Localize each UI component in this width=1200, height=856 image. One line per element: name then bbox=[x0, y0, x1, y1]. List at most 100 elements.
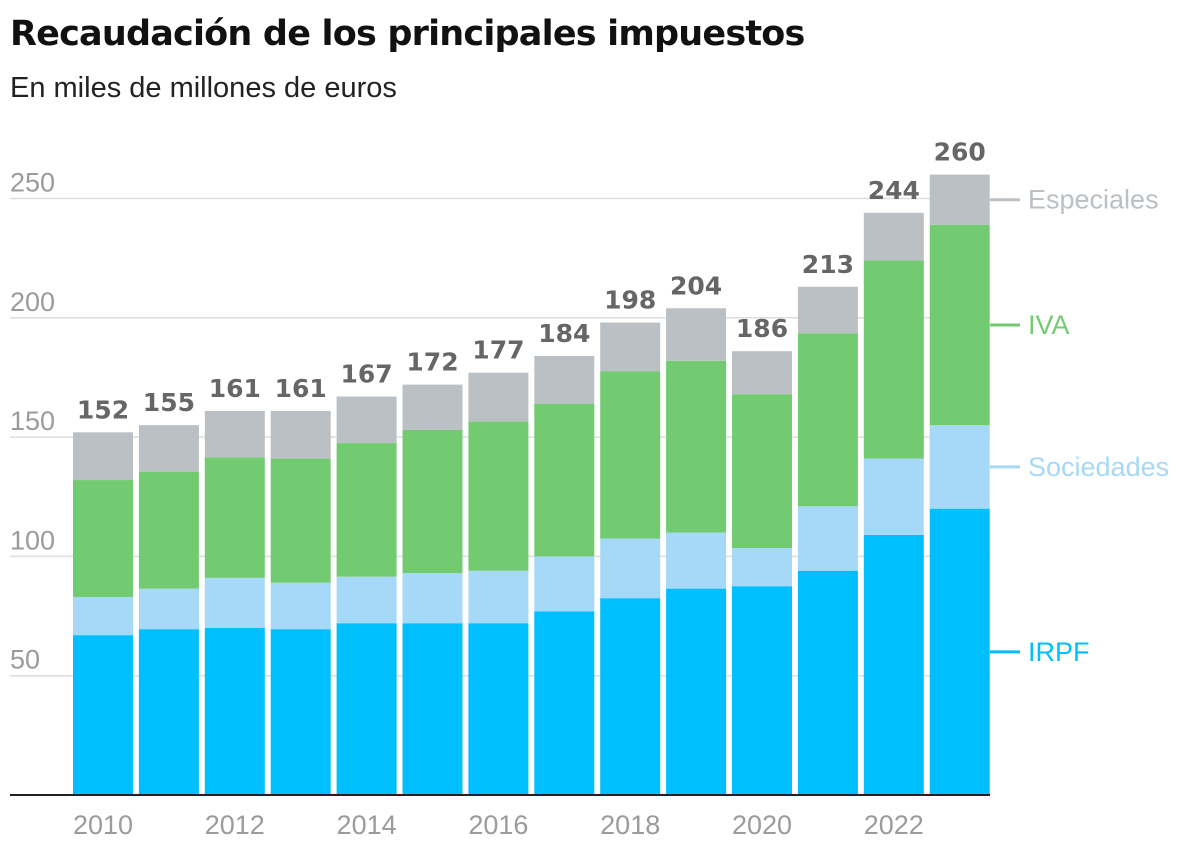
legend-label: IVA bbox=[1028, 310, 1070, 340]
bar-especiales-2010 bbox=[73, 432, 133, 481]
bar-sociedades-2017 bbox=[534, 556, 595, 612]
bar-iva-2020 bbox=[732, 394, 792, 549]
total-label-2017: 184 bbox=[538, 319, 590, 348]
total-label-2016: 177 bbox=[472, 336, 524, 365]
bar-sociedades-2023 bbox=[929, 425, 990, 509]
bar-iva-2010 bbox=[73, 480, 133, 597]
bar-irpf-2022 bbox=[863, 534, 924, 795]
bar-iva-2013 bbox=[270, 458, 331, 583]
bar-sociedades-2015 bbox=[402, 573, 463, 624]
bar-group-2017 bbox=[534, 355, 595, 795]
total-label-2013: 161 bbox=[275, 374, 327, 403]
bar-iva-2015 bbox=[402, 429, 463, 574]
bar-sociedades-2014 bbox=[336, 576, 397, 624]
bar-especiales-2020 bbox=[732, 351, 792, 395]
bar-iva-2012 bbox=[204, 457, 265, 578]
x-axis-ticks: 2010 2012 2014 2016 2018 2020 2022 bbox=[73, 810, 924, 840]
bar-irpf-2012 bbox=[204, 627, 265, 795]
bar-especiales-2011 bbox=[138, 425, 199, 472]
total-label-2012: 161 bbox=[209, 374, 261, 403]
bar-iva-2011 bbox=[138, 471, 199, 589]
bar-irpf-2023 bbox=[929, 508, 990, 795]
bar-especiales-2021 bbox=[797, 286, 858, 334]
bar-irpf-2020 bbox=[732, 586, 792, 795]
y-tick-label: 150 bbox=[10, 406, 55, 436]
total-label-2018: 198 bbox=[604, 286, 656, 315]
bar-especiales-2018 bbox=[600, 322, 661, 372]
bar-especiales-2016 bbox=[468, 372, 529, 422]
chart-title: Recaudación de los principales impuestos bbox=[10, 14, 805, 54]
bar-group-2013 bbox=[270, 410, 331, 795]
x-tick-label: 2014 bbox=[337, 810, 397, 840]
y-tick-label: 200 bbox=[10, 287, 55, 317]
x-tick-label: 2022 bbox=[864, 810, 924, 840]
bar-sociedades-2022 bbox=[863, 458, 924, 535]
legend-item-sociedades: Sociedades bbox=[990, 452, 1169, 482]
bar-especiales-2012 bbox=[204, 410, 265, 458]
legend-label: IRPF bbox=[1028, 637, 1090, 667]
total-label-2010: 152 bbox=[77, 395, 129, 424]
bar-irpf-2018 bbox=[600, 598, 661, 795]
bar-irpf-2019 bbox=[666, 588, 727, 795]
bar-group-2019 bbox=[666, 308, 727, 795]
bar-sociedades-2021 bbox=[797, 506, 858, 571]
bar-irpf-2014 bbox=[336, 623, 397, 795]
total-label-2023: 260 bbox=[934, 138, 986, 167]
bar-sociedades-2020 bbox=[732, 548, 792, 587]
legend: IRPF Sociedades IVA Especiales bbox=[990, 185, 1169, 667]
bar-iva-2022 bbox=[863, 260, 924, 459]
total-label-2019: 204 bbox=[670, 271, 722, 300]
bar-group-2022 bbox=[863, 212, 924, 795]
bar-group-2011 bbox=[138, 425, 199, 795]
bar-irpf-2010 bbox=[73, 635, 133, 795]
legend-label: Sociedades bbox=[1028, 452, 1169, 482]
legend-item-iva: IVA bbox=[990, 310, 1070, 340]
bar-group-2015 bbox=[402, 384, 463, 795]
bar-sociedades-2010 bbox=[73, 596, 133, 636]
bar-group-2016 bbox=[468, 372, 529, 795]
bar-iva-2014 bbox=[336, 443, 397, 577]
bar-group-2018 bbox=[600, 322, 661, 795]
bar-sociedades-2019 bbox=[666, 532, 727, 589]
total-label-2020: 186 bbox=[736, 314, 788, 343]
legend-item-irpf: IRPF bbox=[990, 637, 1090, 667]
bars bbox=[73, 174, 990, 795]
bar-especiales-2022 bbox=[863, 212, 924, 261]
legend-label: Especiales bbox=[1028, 185, 1159, 215]
bar-especiales-2023 bbox=[929, 174, 990, 225]
bar-especiales-2019 bbox=[666, 308, 727, 361]
bar-especiales-2017 bbox=[534, 355, 595, 404]
bar-sociedades-2013 bbox=[270, 582, 331, 630]
total-label-2014: 167 bbox=[341, 360, 393, 389]
bar-sociedades-2012 bbox=[204, 577, 265, 628]
bar-iva-2017 bbox=[534, 403, 595, 557]
bar-iva-2018 bbox=[600, 371, 661, 539]
bar-sociedades-2016 bbox=[468, 570, 529, 624]
bar-irpf-2017 bbox=[534, 611, 595, 795]
bar-irpf-2011 bbox=[138, 629, 199, 795]
x-tick-label: 2020 bbox=[732, 810, 792, 840]
y-tick-label: 50 bbox=[10, 645, 40, 675]
total-label-2011: 155 bbox=[143, 388, 195, 417]
bar-irpf-2021 bbox=[797, 570, 858, 795]
bar-group-2014 bbox=[336, 396, 397, 795]
bar-group-2012 bbox=[204, 410, 265, 795]
bar-sociedades-2011 bbox=[138, 588, 199, 630]
bar-especiales-2013 bbox=[270, 410, 331, 459]
bar-iva-2021 bbox=[797, 333, 858, 507]
total-label-2021: 213 bbox=[802, 250, 854, 279]
total-labels: 152 155 161 161 167 172 177 184 198 204 186 213 244 2… bbox=[77, 138, 986, 425]
bar-especiales-2014 bbox=[336, 396, 397, 444]
bar-iva-2023 bbox=[929, 224, 990, 426]
bar-iva-2019 bbox=[666, 360, 727, 533]
bar-especiales-2015 bbox=[402, 384, 463, 430]
x-tick-label: 2018 bbox=[600, 810, 660, 840]
bar-group-2010 bbox=[73, 432, 133, 795]
bar-irpf-2015 bbox=[402, 623, 463, 795]
y-axis-ticks: 50 100 150 200 250 bbox=[10, 168, 55, 675]
bar-sociedades-2018 bbox=[600, 538, 661, 599]
bar-group-2020 bbox=[732, 351, 792, 795]
legend-item-especiales: Especiales bbox=[990, 185, 1159, 215]
chart-subtitle: En miles de millones de euros bbox=[10, 72, 397, 104]
bar-group-2021 bbox=[797, 286, 858, 795]
